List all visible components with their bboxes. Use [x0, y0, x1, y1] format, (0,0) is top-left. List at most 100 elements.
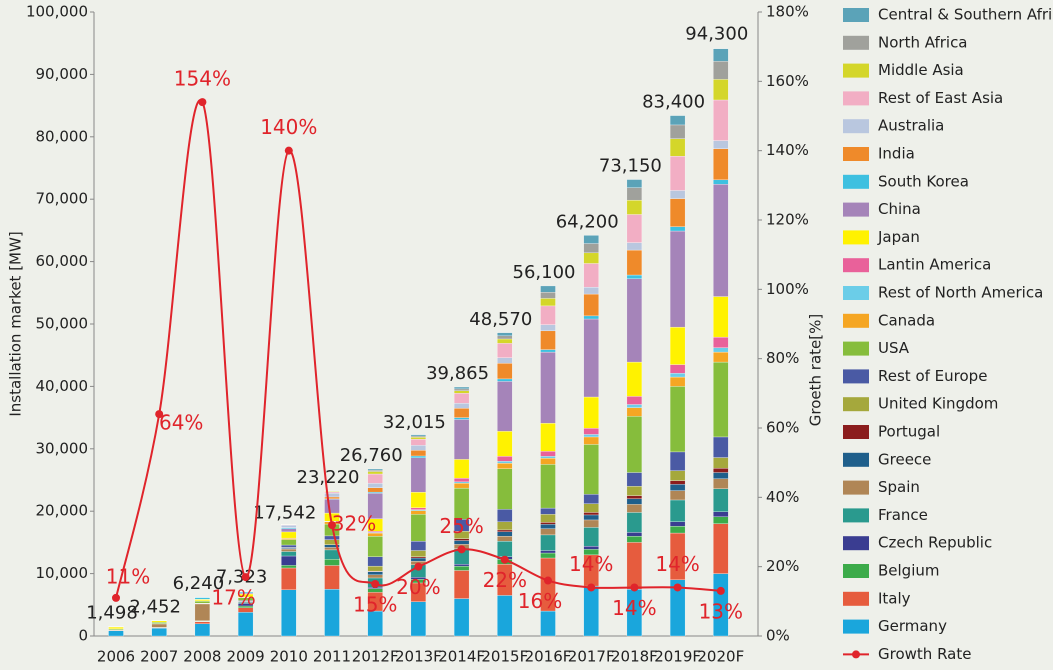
x-tick-label: 2012F	[352, 648, 399, 666]
bar-segment	[713, 436, 729, 458]
bar-segment	[497, 468, 513, 510]
bar-segment	[669, 230, 686, 328]
bar-segment	[713, 61, 729, 80]
bar-segment	[453, 403, 470, 409]
legend-label: Central & Southern Africa	[878, 6, 1053, 24]
bar-segment	[713, 351, 729, 363]
bar-segment	[410, 510, 427, 515]
total-label: 56,100	[513, 262, 576, 283]
bar-segment	[626, 361, 643, 397]
legend-swatch	[843, 8, 869, 22]
bar-segment	[367, 473, 383, 484]
legend-label: Australia	[878, 117, 944, 135]
bar-segment	[324, 589, 340, 637]
legend-label: Japan	[877, 228, 920, 246]
bar-segment	[669, 190, 686, 199]
bar-segment	[669, 490, 686, 501]
bar-segment	[324, 535, 340, 540]
bar-segment	[583, 494, 599, 504]
total-label: 83,400	[642, 92, 705, 113]
bar-segment	[540, 423, 556, 452]
legend-swatch	[843, 63, 869, 78]
growth-point	[284, 146, 293, 155]
bar-segment	[669, 326, 686, 365]
legend-swatch	[843, 35, 869, 50]
bar-segment	[540, 522, 556, 525]
legend-swatch	[843, 230, 869, 245]
bar-segment	[151, 623, 167, 628]
bar-segment	[583, 512, 599, 516]
bar-segment	[583, 585, 599, 637]
bar-segment	[497, 536, 513, 542]
y2-tick-label: 20%	[766, 557, 799, 575]
growth-line	[115, 99, 721, 599]
x-tick-label: 2008	[183, 648, 221, 666]
bar-segment	[713, 488, 729, 512]
bar-segment	[626, 472, 643, 487]
bar-segment	[540, 552, 556, 559]
legend-label: Rest of Europe	[878, 367, 987, 385]
x-tick-label: 2010	[270, 648, 308, 666]
bar-segment	[583, 293, 599, 317]
y2-tick-label: 180%	[766, 3, 809, 21]
bar-segment	[367, 491, 383, 494]
bar-segment	[281, 555, 297, 566]
bar-segment	[669, 226, 686, 232]
bar-segment	[713, 179, 729, 185]
bar-segment	[669, 521, 686, 527]
legend-swatch	[843, 508, 869, 523]
growth-label: 32%	[332, 512, 376, 536]
bar-segment	[410, 550, 427, 557]
bar-segment	[410, 434, 427, 437]
x-tick-label: 2017F	[568, 648, 615, 666]
bar-segment	[453, 540, 470, 545]
bar-segment	[626, 486, 643, 496]
growth-point	[328, 521, 336, 530]
bar-segment	[713, 99, 729, 141]
legend-label: Greece	[878, 450, 931, 468]
legend-swatch	[843, 480, 869, 495]
bar-segment	[713, 148, 729, 181]
y-tick-label: 0	[78, 627, 88, 645]
total-label: 6,240	[173, 573, 225, 594]
growth-point	[155, 410, 164, 419]
bar-segment	[626, 249, 643, 276]
bar-segment	[410, 492, 427, 508]
growth-label: 14%	[612, 596, 656, 620]
bar-segment	[713, 336, 729, 348]
bar-segment	[669, 499, 686, 522]
legend-label: China	[878, 200, 921, 218]
x-tick-label: 2018F	[611, 648, 658, 666]
legend-swatch	[843, 564, 869, 578]
bar-segment	[540, 534, 556, 551]
bar-segment	[367, 471, 383, 475]
legend-swatch	[843, 147, 869, 161]
legend-swatch	[843, 591, 869, 606]
bar-segment	[626, 495, 643, 499]
legend-swatch	[843, 286, 869, 300]
growth-label: 22%	[483, 568, 527, 592]
x-tick-label: 2020F	[697, 648, 744, 666]
bar-segment	[281, 539, 297, 546]
growth-point	[241, 573, 250, 582]
bar-segment	[713, 478, 729, 489]
bar-segment	[497, 338, 513, 344]
bar-segment	[626, 214, 643, 243]
bar-segment	[497, 357, 513, 364]
bar-segment	[583, 252, 599, 264]
bar-segment	[583, 396, 599, 429]
bar-segment	[669, 138, 686, 157]
legend-label: Spain	[878, 478, 920, 496]
legend-swatch	[843, 341, 869, 356]
growth-label: 17%	[211, 586, 255, 610]
bar-segment	[151, 620, 167, 623]
growth-label: 154%	[174, 67, 231, 91]
y2-tick-label: 40%	[766, 488, 799, 506]
y-tick-label: 80,000	[36, 127, 89, 145]
total-label: 94,300	[685, 24, 748, 45]
bar-segment	[583, 287, 599, 295]
bar-segment	[367, 574, 383, 579]
bar-segment	[453, 570, 470, 599]
bar-segment	[497, 461, 513, 464]
bar-segment	[410, 556, 427, 559]
